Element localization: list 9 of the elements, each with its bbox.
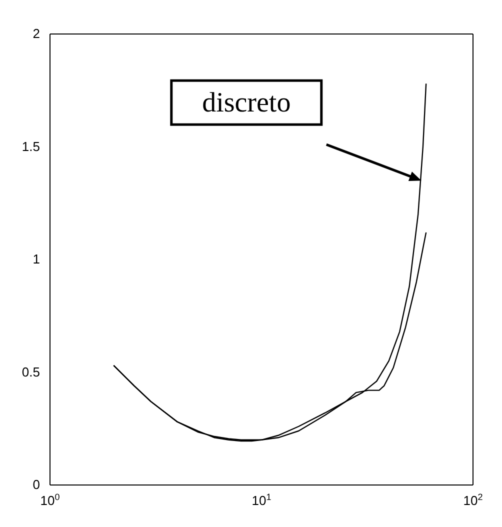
x-tick-label: 10$^{0}$: [40, 492, 60, 508]
x-tick-label: 10$^{1}$: [252, 492, 272, 508]
y-tick-label: 0: [32, 477, 40, 492]
y-tick-label: 1: [32, 252, 40, 266]
y-tick-label: 1.5: [22, 138, 40, 154]
y-tick-label: 0.5: [22, 364, 40, 380]
annotation: discreto: [202, 88, 291, 119]
y-tick-label: 2: [32, 26, 40, 41]
x-tick-label: 10$^{2}$: [463, 492, 483, 508]
